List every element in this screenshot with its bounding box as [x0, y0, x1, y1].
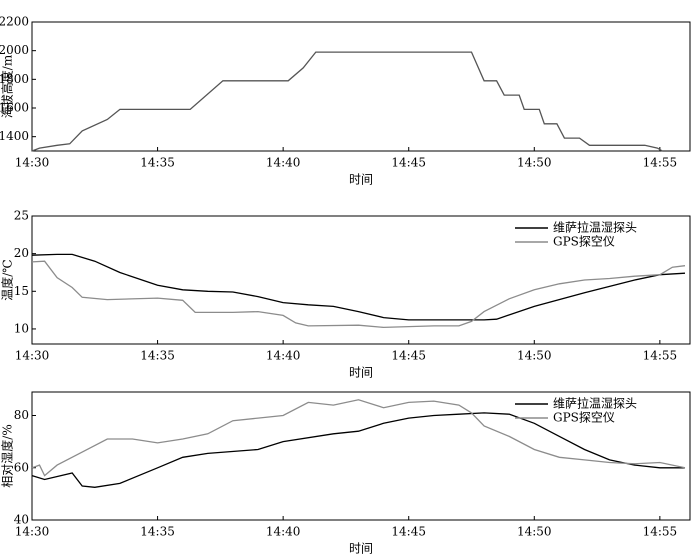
x-axis-label: 时间 — [349, 173, 373, 187]
x-axis-label: 时间 — [349, 542, 373, 555]
y-tick-label: 2200 — [0, 15, 29, 29]
y-axis-label: 海拔高度/m — [0, 54, 15, 118]
y-tick-label: 20 — [14, 246, 29, 260]
x-tick-label: 14:35 — [140, 156, 175, 170]
y-tick-label: 1400 — [0, 129, 29, 143]
y-tick-label: 1600 — [0, 101, 29, 115]
plot-frame — [31, 21, 691, 152]
x-tick-label: 14:55 — [643, 525, 678, 539]
y-tick-label: 80 — [14, 408, 29, 422]
y-tick-label: 2000 — [0, 43, 29, 57]
y-tick-label: 25 — [14, 209, 29, 223]
data-line — [31, 412, 685, 488]
plot-frame — [31, 391, 691, 521]
x-tick-label: 14:45 — [391, 156, 426, 170]
x-tick-label: 14:30 — [15, 156, 50, 170]
x-tick-label: 14:55 — [643, 156, 678, 170]
x-tick-label: 14:50 — [517, 349, 552, 363]
data-line — [31, 399, 686, 477]
y-axis-label: 温度/℃ — [0, 259, 15, 300]
x-tick-label: 14:40 — [266, 156, 301, 170]
x-tick-label: 14:40 — [266, 525, 301, 539]
x-tick-label: 14:55 — [643, 349, 678, 363]
legend-label: 维萨拉温湿探头 — [553, 396, 637, 411]
x-tick-label: 14:50 — [517, 525, 552, 539]
data-line — [31, 260, 686, 329]
x-tick-label: 14:50 — [517, 156, 552, 170]
y-tick-label: 10 — [14, 321, 29, 335]
y-tick-label: 1800 — [0, 72, 29, 86]
legend-label: 维萨拉温湿探头 — [553, 220, 637, 235]
x-tick-label: 14:45 — [391, 525, 426, 539]
x-tick-label: 14:35 — [140, 525, 175, 539]
x-axis-label: 时间 — [349, 366, 373, 380]
x-tick-label: 14:35 — [140, 349, 175, 363]
legend-label: GPS探空仪 — [553, 235, 615, 249]
y-tick-label: 60 — [14, 460, 29, 474]
data-line — [31, 253, 686, 321]
x-tick-label: 14:40 — [266, 349, 301, 363]
legend-label: GPS探空仪 — [553, 411, 615, 425]
plot-frame — [31, 215, 691, 345]
x-tick-label: 14:30 — [15, 349, 50, 363]
data-line — [31, 51, 663, 152]
y-tick-label: 15 — [14, 284, 29, 298]
y-axis-label: 相对湿度/% — [0, 424, 15, 487]
y-tick-label: 40 — [14, 513, 29, 527]
x-tick-label: 14:30 — [15, 525, 50, 539]
x-tick-label: 14:45 — [391, 349, 426, 363]
